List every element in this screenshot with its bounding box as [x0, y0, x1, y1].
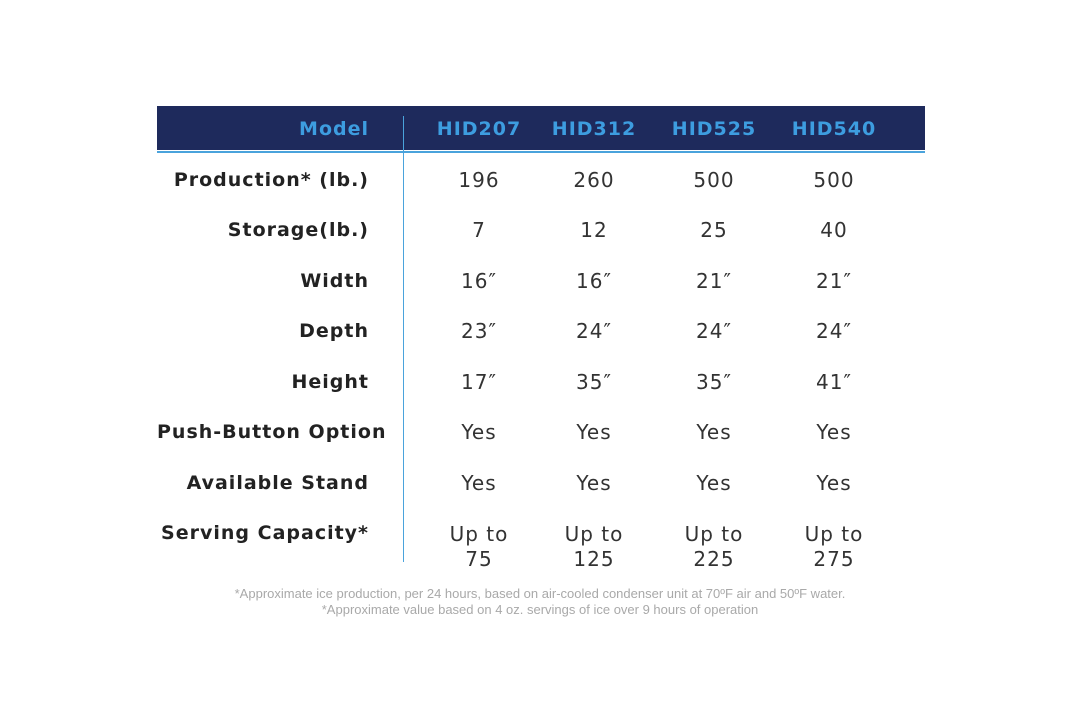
table-cell: 7	[472, 218, 486, 242]
table-cell: 500	[813, 168, 855, 192]
cell-line: Up to	[564, 522, 624, 546]
cell-line: Up to	[684, 522, 744, 546]
row-label-depth: Depth	[299, 320, 369, 342]
header-divider	[157, 151, 925, 153]
row-label-height: Height	[291, 371, 369, 393]
cell-line: 275	[813, 547, 855, 571]
table-cell: 35″	[576, 370, 612, 394]
table-cell: 24″	[816, 319, 852, 343]
table-cell: 25	[700, 218, 728, 242]
table-cell: Yes	[816, 420, 852, 444]
cell-line: Up to	[449, 522, 509, 546]
table-cell: 16″	[576, 269, 612, 293]
table-cell: Yes	[696, 471, 732, 495]
header-model-hid312: HID312	[551, 118, 637, 140]
row-label-production: Production* (lb.)	[173, 169, 369, 191]
table-cell: Up to 275	[774, 522, 894, 572]
row-label-push-button-option: Push-Button Option	[157, 421, 387, 443]
table-cell: 24″	[576, 319, 612, 343]
row-label-width: Width	[300, 270, 369, 292]
table-cell: 21″	[816, 269, 852, 293]
table-cell: 500	[693, 168, 735, 192]
row-label-available-stand: Available Stand	[186, 472, 369, 494]
table-cell: 21″	[696, 269, 732, 293]
table-cell: 12	[580, 218, 608, 242]
table-cell: Up to 125	[534, 522, 654, 572]
table-cell: 16″	[461, 269, 497, 293]
cell-line: Up to	[804, 522, 864, 546]
table-cell: Up to 225	[654, 522, 774, 572]
table-cell: Yes	[576, 471, 612, 495]
table-cell: 196	[458, 168, 500, 192]
cell-line: 75	[465, 547, 493, 571]
table-cell: 260	[573, 168, 615, 192]
footnote-serving: *Approximate value based on 4 oz. servin…	[321, 602, 759, 617]
table-cell: 24″	[696, 319, 732, 343]
column-divider	[403, 116, 404, 562]
table-cell: 17″	[461, 370, 497, 394]
header-model-hid525: HID525	[671, 118, 757, 140]
table-cell: Up to 75	[419, 522, 539, 572]
table-cell: 35″	[696, 370, 732, 394]
table-cell: 23″	[461, 319, 497, 343]
cell-line: 225	[693, 547, 735, 571]
header-model-label: Model	[299, 118, 369, 140]
footnote-production: *Approximate ice production, per 24 hour…	[234, 586, 846, 601]
table-cell: Yes	[816, 471, 852, 495]
table-cell: Yes	[576, 420, 612, 444]
table-cell: 41″	[816, 370, 852, 394]
table-cell: 40	[820, 218, 848, 242]
header-model-hid540: HID540	[791, 118, 877, 140]
spec-table: Model HID207 HID312 HID525 HID540 Produc…	[157, 106, 925, 571]
table-cell: Yes	[461, 471, 497, 495]
table-cell: Yes	[696, 420, 732, 444]
header-model-hid207: HID207	[436, 118, 522, 140]
cell-line: 125	[573, 547, 615, 571]
table-cell: Yes	[461, 420, 497, 444]
row-label-storage: Storage(lb.)	[227, 219, 369, 241]
row-label-serving-capacity: Serving Capacity*	[161, 522, 369, 544]
table-header: Model HID207 HID312 HID525 HID540	[157, 106, 925, 150]
